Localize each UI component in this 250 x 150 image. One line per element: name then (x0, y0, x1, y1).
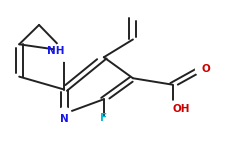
Text: O: O (202, 64, 210, 74)
Text: NH: NH (47, 46, 64, 56)
Text: OH: OH (172, 104, 190, 114)
Text: F: F (100, 113, 108, 123)
Text: N: N (60, 114, 68, 124)
